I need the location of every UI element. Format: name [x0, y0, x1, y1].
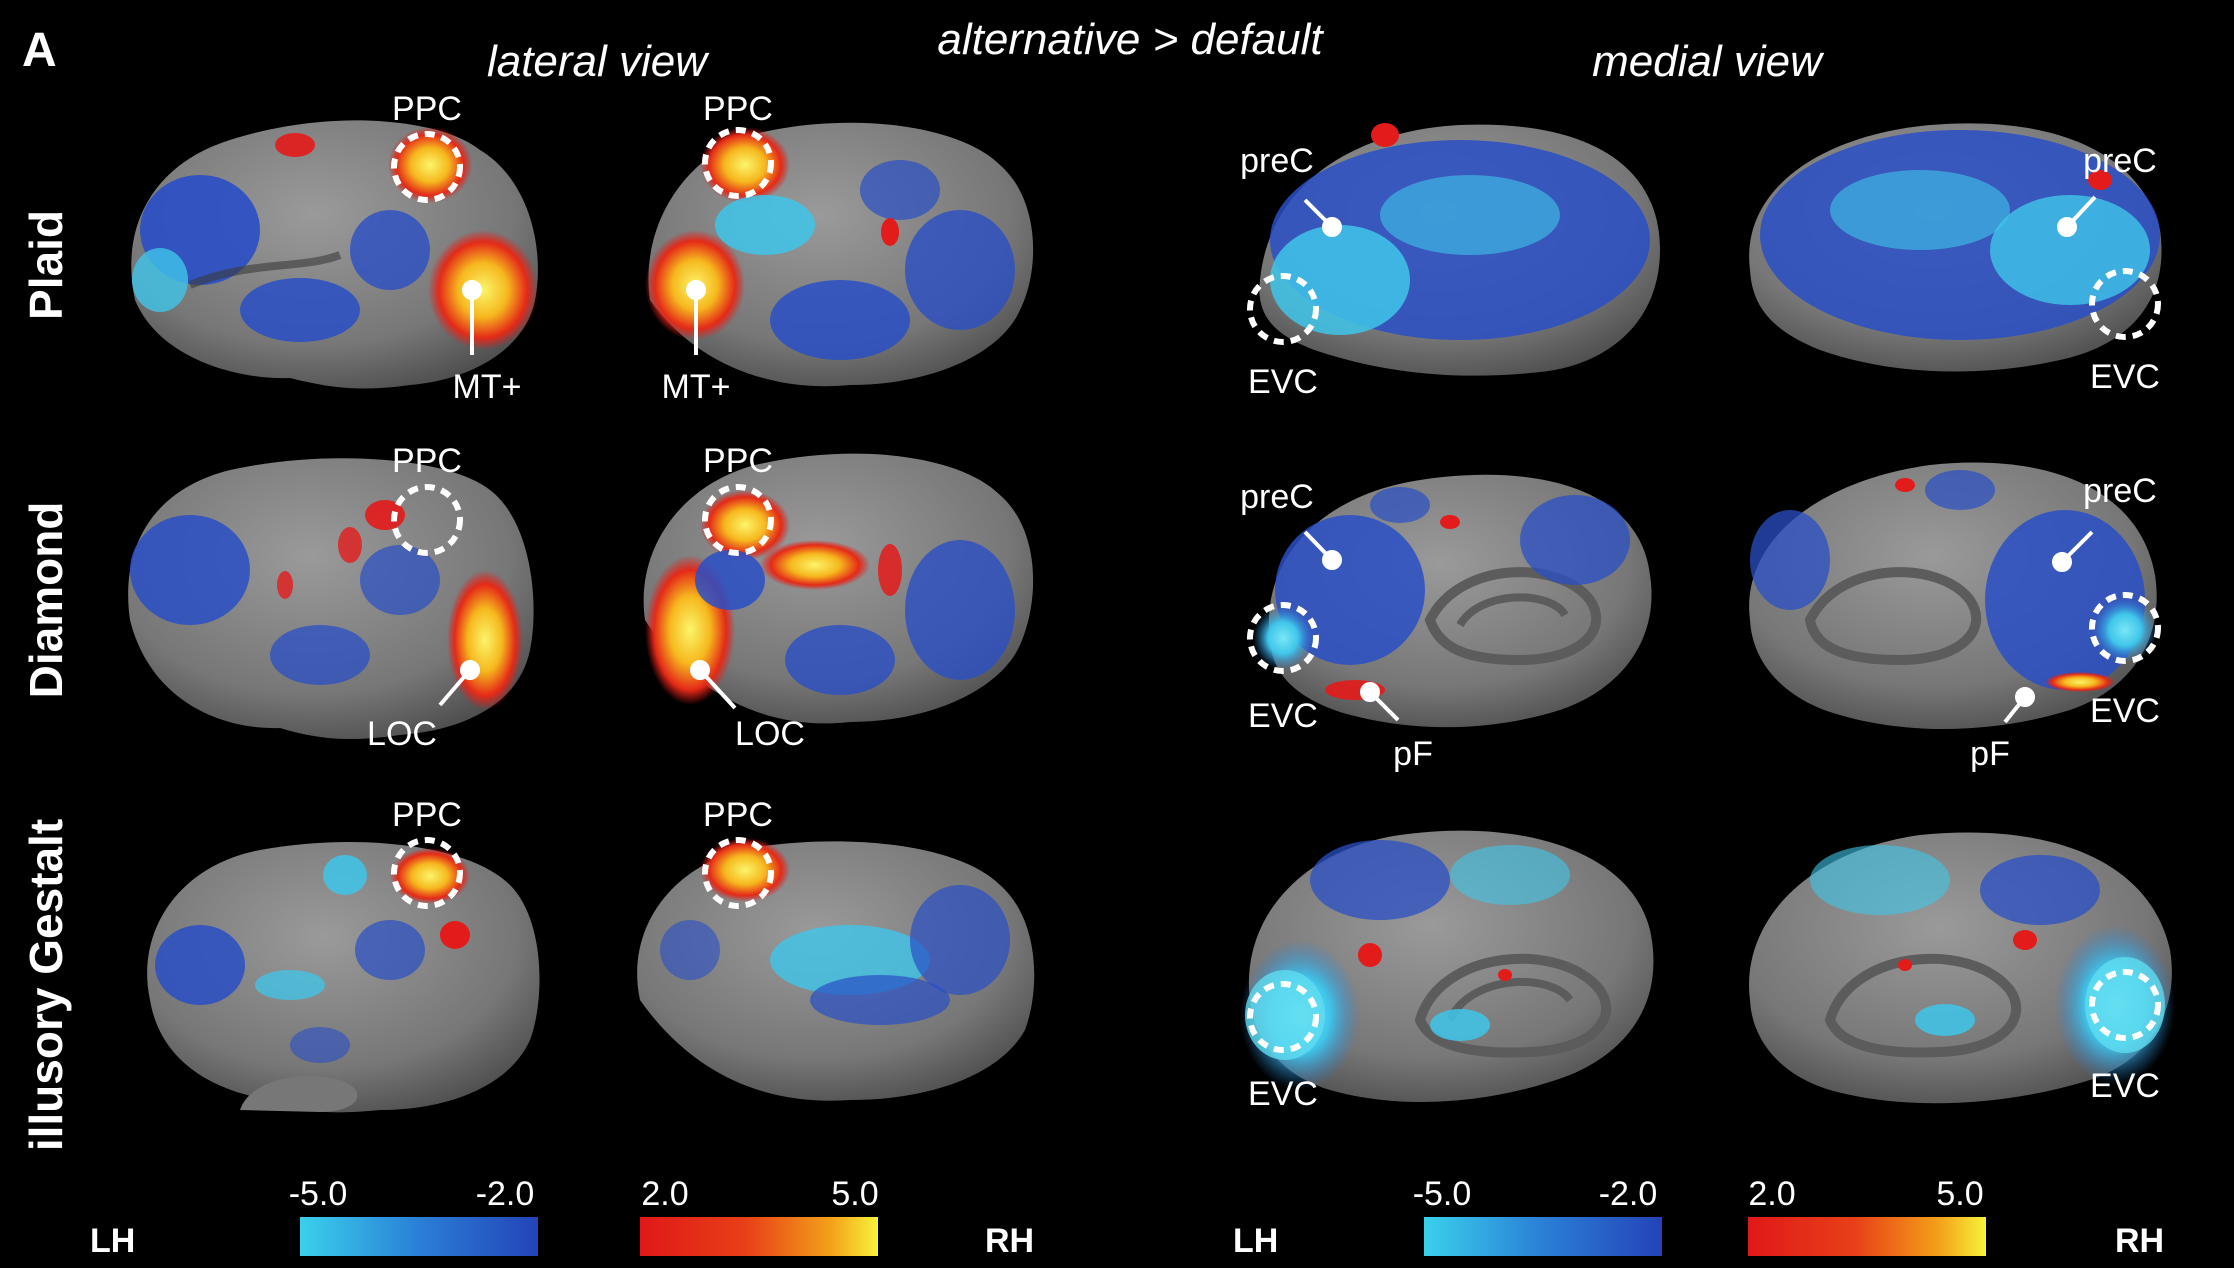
roi-leaders — [438, 195, 2097, 724]
hemisphere-label-rh: RH — [2115, 1222, 2164, 1260]
roi-label-ppc: PPC — [703, 796, 773, 834]
colorbar-tick-pos-max: 5.0 — [1936, 1175, 1983, 1213]
brain-gestalt-rh-medial — [1749, 832, 2175, 1104]
colorbar-positive-lateral — [640, 1217, 878, 1256]
hemisphere-label-lh: LH — [90, 1222, 135, 1260]
roi-label-evc: EVC — [1248, 363, 1318, 401]
hemisphere-label-rh: RH — [985, 1222, 1034, 1260]
roi-label-loc: LOC — [735, 715, 805, 753]
medial-view-title: medial view — [1592, 37, 1825, 86]
roi-label-pf: pF — [1393, 735, 1433, 773]
brain-gestalt-lh-lateral — [147, 842, 540, 1113]
roi-label-ppc: PPC — [703, 90, 773, 128]
brain-gestalt-rh-lateral — [637, 838, 1035, 1101]
roi-circles — [391, 127, 2161, 1053]
roi-label-evc: EVC — [2090, 1067, 2160, 1105]
roi-label-prec: preC — [1240, 142, 1314, 180]
brain-gestalt-lh-medial — [1240, 830, 1654, 1102]
roi-label-prec: preC — [2083, 472, 2157, 510]
colorbar-tick-neg-max: -2.0 — [1599, 1175, 1658, 1213]
roi-label-mt: MT+ — [453, 368, 522, 406]
row-label-plaid: Plaid — [20, 210, 72, 320]
brain-plaid-rh-medial — [1749, 123, 2162, 372]
colorbar-tick-pos-min: 2.0 — [641, 1175, 688, 1213]
colorbar-tick-pos-min: 2.0 — [1748, 1175, 1795, 1213]
contrast-title: alternative > default — [937, 15, 1324, 64]
panel-letter: A — [22, 24, 57, 77]
roi-label-prec: preC — [1240, 478, 1314, 516]
roi-label-mt: MT+ — [662, 368, 731, 406]
brain-diamond-rh-medial — [1749, 462, 2157, 730]
brain-plaid-lh-lateral — [131, 120, 538, 389]
row-label-illusory-gestalt: illusory Gestalt — [20, 819, 72, 1151]
roi-label-evc: EVC — [1248, 1075, 1318, 1113]
roi-label-ppc: PPC — [703, 442, 773, 480]
brain-diamond-lh-lateral — [128, 458, 534, 740]
colorbar-negative-lateral — [300, 1217, 538, 1256]
roi-label-pf: pF — [1970, 735, 2010, 773]
hemisphere-label-lh: LH — [1233, 1222, 1278, 1260]
roi-label-evc: EVC — [2090, 358, 2160, 396]
roi-label-ppc: PPC — [392, 796, 462, 834]
colorbar-negative-medial — [1424, 1217, 1662, 1256]
roi-label-evc: EVC — [2090, 692, 2160, 730]
roi-label-ppc: PPC — [392, 90, 462, 128]
roi-label-evc: EVC — [1248, 697, 1318, 735]
colorbar-tick-neg-min: -5.0 — [289, 1175, 348, 1213]
brain-diamond-rh-lateral — [643, 453, 1034, 724]
row-label-diamond: Diamond — [20, 502, 72, 699]
roi-label-prec: preC — [2083, 142, 2157, 180]
colorbar-tick-neg-max: -2.0 — [476, 1175, 535, 1213]
colorbar-tick-neg-min: -5.0 — [1413, 1175, 1472, 1213]
colorbar-tick-pos-max: 5.0 — [831, 1175, 878, 1213]
colorbar-positive-medial — [1748, 1217, 1986, 1256]
lateral-view-title: lateral view — [487, 37, 710, 86]
roi-label-loc: LOC — [367, 715, 437, 753]
brain-plaid-lh-medial — [1259, 123, 1660, 376]
roi-label-ppc: PPC — [392, 442, 462, 480]
brain-plaid-rh-lateral — [645, 122, 1034, 387]
